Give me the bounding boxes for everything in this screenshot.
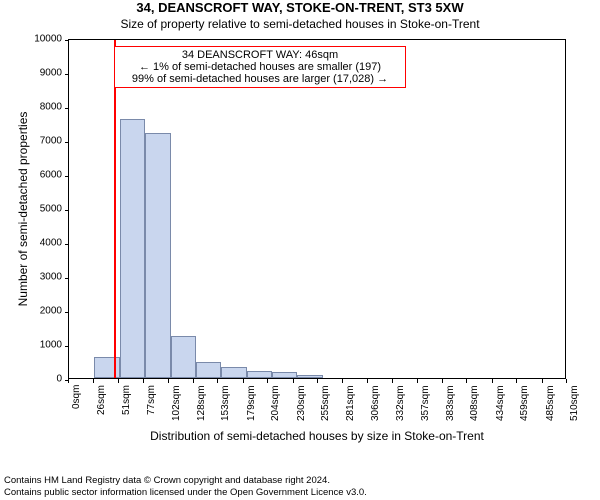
histogram-bar [171,336,196,378]
xtick-label: 357sqm [420,385,431,421]
xtick-mark [68,379,69,383]
xtick-mark [317,379,318,383]
ytick-label: 9000 [0,68,62,79]
ytick-mark [65,40,69,41]
ytick-label: 3000 [0,272,62,283]
xtick-mark [466,379,467,383]
annotation-line2: ← 1% of semi-detached houses are smaller… [119,61,401,73]
ytick-mark [65,278,69,279]
xtick-mark [342,379,343,383]
ytick-mark [65,244,69,245]
xtick-label: 408sqm [469,385,480,421]
xtick-label: 485sqm [545,385,556,421]
ytick-label: 2000 [0,306,62,317]
xtick-mark [367,379,368,383]
ytick-label: 0 [0,374,62,385]
xtick-label: 153sqm [220,385,231,421]
xtick-label: 102sqm [171,385,182,421]
xtick-label: 204sqm [270,385,281,421]
xtick-mark [243,379,244,383]
xtick-label: 281sqm [345,385,356,421]
histogram-bar [247,371,272,378]
annotation-line1: 34 DEANSCROFT WAY: 46sqm [119,49,401,61]
xtick-mark [267,379,268,383]
xtick-mark [293,379,294,383]
histogram-bar [297,375,322,378]
ytick-label: 4000 [0,238,62,249]
xtick-mark [392,379,393,383]
ytick-mark [65,312,69,313]
page-subtitle: Size of property relative to semi-detach… [0,17,600,31]
xtick-mark [492,379,493,383]
annotation-line3: 99% of semi-detached houses are larger (… [119,73,401,85]
xtick-label: 51sqm [121,385,132,415]
xtick-mark [118,379,119,383]
ytick-mark [65,210,69,211]
xtick-mark [566,379,567,383]
ytick-mark [65,74,69,75]
xtick-label: 77sqm [146,385,157,415]
xtick-label: 0sqm [71,385,82,409]
xtick-label: 434sqm [495,385,506,421]
histogram-bar [120,119,145,378]
histogram-bar [272,372,297,378]
xtick-mark [143,379,144,383]
xtick-label: 128sqm [196,385,207,421]
histogram-bar [94,357,119,378]
histogram-bar [221,367,246,378]
xtick-label: 510sqm [569,385,580,421]
page-title: 34, DEANSCROFT WAY, STOKE-ON-TRENT, ST3 … [0,0,600,15]
xtick-mark [168,379,169,383]
xtick-mark [193,379,194,383]
xtick-label: 383sqm [445,385,456,421]
ytick-label: 1000 [0,340,62,351]
xtick-mark [542,379,543,383]
histogram-bar [196,362,221,378]
xtick-mark [93,379,94,383]
ytick-mark [65,176,69,177]
xtick-mark [217,379,218,383]
histogram-chart: 34 DEANSCROFT WAY: 46sqm← 1% of semi-det… [68,39,566,379]
xtick-mark [417,379,418,383]
xtick-label: 179sqm [246,385,257,421]
xtick-label: 332sqm [395,385,406,421]
ytick-mark [65,108,69,109]
xtick-label: 459sqm [519,385,530,421]
ytick-label: 10000 [0,34,62,45]
xtick-mark [442,379,443,383]
plot-area: 34 DEANSCROFT WAY: 46sqm← 1% of semi-det… [69,40,565,378]
ytick-label: 6000 [0,170,62,181]
property-marker-line [114,40,116,378]
annotation-box: 34 DEANSCROFT WAY: 46sqm← 1% of semi-det… [114,46,406,88]
ytick-mark [65,346,69,347]
xtick-label: 255sqm [320,385,331,421]
xtick-label: 306sqm [370,385,381,421]
x-axis-label: Distribution of semi-detached houses by … [68,429,566,443]
ytick-mark [65,142,69,143]
histogram-bar [145,133,170,378]
ytick-label: 8000 [0,102,62,113]
xtick-label: 230sqm [296,385,307,421]
footer-line-2: Contains public sector information licen… [4,487,367,498]
ytick-label: 7000 [0,136,62,147]
ytick-label: 5000 [0,204,62,215]
footer-line-1: Contains HM Land Registry data © Crown c… [4,475,367,486]
footer: Contains HM Land Registry data © Crown c… [4,475,367,498]
xtick-mark [516,379,517,383]
xtick-label: 26sqm [96,385,107,415]
